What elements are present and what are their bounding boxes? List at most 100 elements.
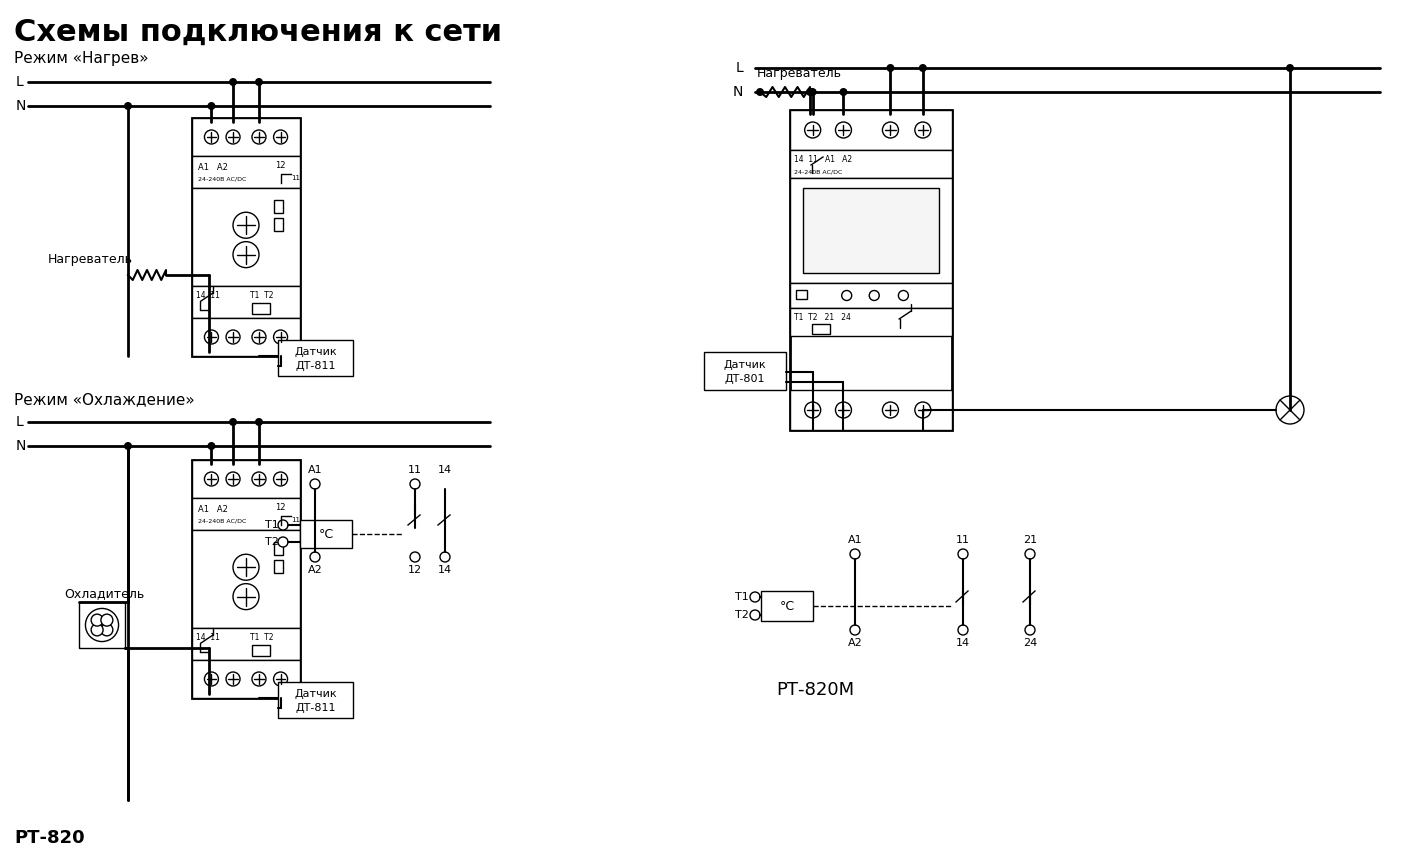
Text: ДТ-801: ДТ-801 <box>725 374 765 384</box>
Circle shape <box>251 130 266 144</box>
Circle shape <box>310 479 320 489</box>
Text: Нагреватель: Нагреватель <box>757 68 843 81</box>
Text: 14: 14 <box>438 565 453 575</box>
Text: Схемы подключения к сети: Схемы подключения к сети <box>14 17 503 46</box>
Text: РТ-820М: РТ-820М <box>775 681 854 699</box>
Bar <box>191 460 300 698</box>
Circle shape <box>204 672 218 686</box>
Text: РТ-820: РТ-820 <box>14 829 84 847</box>
Bar <box>274 542 283 555</box>
Bar <box>790 390 952 430</box>
Text: Режим «Нагрев»: Режим «Нагрев» <box>14 51 149 65</box>
Circle shape <box>91 614 103 626</box>
Circle shape <box>86 608 119 642</box>
Circle shape <box>274 330 287 344</box>
Circle shape <box>915 122 931 138</box>
Circle shape <box>226 472 240 486</box>
Circle shape <box>274 472 287 486</box>
Bar <box>79 602 126 648</box>
Circle shape <box>898 291 908 300</box>
Text: N: N <box>16 99 26 113</box>
Circle shape <box>1287 64 1294 72</box>
Bar <box>274 218 283 231</box>
Text: 11: 11 <box>408 465 423 475</box>
Circle shape <box>1025 625 1035 635</box>
Text: T1  T2: T1 T2 <box>250 633 274 643</box>
Circle shape <box>91 624 103 636</box>
Circle shape <box>805 88 814 96</box>
Circle shape <box>887 64 894 72</box>
Text: 24-240В АС/DC: 24-240В АС/DC <box>198 177 247 182</box>
Circle shape <box>274 672 287 686</box>
Text: Датчик: Датчик <box>294 347 337 357</box>
Circle shape <box>278 520 288 530</box>
Circle shape <box>841 291 851 300</box>
Text: 12: 12 <box>408 565 423 575</box>
Text: 11: 11 <box>955 535 970 545</box>
Bar <box>790 150 952 178</box>
Circle shape <box>226 130 240 144</box>
Circle shape <box>835 402 851 418</box>
Bar <box>191 660 300 698</box>
Circle shape <box>251 672 266 686</box>
Circle shape <box>883 122 898 138</box>
Bar <box>191 460 300 498</box>
Text: 12: 12 <box>276 503 286 511</box>
Circle shape <box>233 583 258 610</box>
Circle shape <box>101 624 113 636</box>
Text: Режим «Охлаждение»: Режим «Охлаждение» <box>14 392 194 408</box>
Text: A1: A1 <box>307 465 323 475</box>
Circle shape <box>958 625 968 635</box>
Bar <box>191 118 300 156</box>
Text: Нагреватель: Нагреватель <box>49 252 133 265</box>
Text: T1: T1 <box>735 592 748 602</box>
Text: N: N <box>733 85 743 99</box>
Circle shape <box>870 291 880 300</box>
Circle shape <box>233 242 258 268</box>
Circle shape <box>750 610 760 620</box>
Circle shape <box>750 592 760 602</box>
Text: ДТ-811: ДТ-811 <box>296 703 336 713</box>
Bar <box>274 200 283 213</box>
Circle shape <box>204 330 218 344</box>
Text: L: L <box>16 415 24 429</box>
Circle shape <box>755 88 764 96</box>
Bar <box>790 178 952 283</box>
Circle shape <box>204 472 218 486</box>
Circle shape <box>883 402 898 418</box>
Bar <box>253 303 270 314</box>
Text: 14: 14 <box>955 638 970 648</box>
Circle shape <box>440 552 450 562</box>
Text: 21: 21 <box>1022 535 1037 545</box>
Circle shape <box>1025 549 1035 559</box>
Text: T1  T2: T1 T2 <box>250 292 274 300</box>
Bar <box>191 498 300 530</box>
Text: Датчик: Датчик <box>294 689 337 699</box>
Circle shape <box>278 537 288 547</box>
Circle shape <box>310 552 320 562</box>
Circle shape <box>226 672 240 686</box>
Circle shape <box>256 78 263 86</box>
Bar <box>191 530 300 628</box>
Text: Датчик: Датчик <box>724 360 767 370</box>
Text: L: L <box>735 61 743 75</box>
Text: 24: 24 <box>1022 638 1037 648</box>
Text: 24-240В АС/DC: 24-240В АС/DC <box>794 170 843 174</box>
Circle shape <box>915 402 931 418</box>
Circle shape <box>850 625 860 635</box>
Text: 11: 11 <box>291 517 300 523</box>
Text: A1   A2: A1 A2 <box>198 162 228 172</box>
Text: °C: °C <box>318 528 334 541</box>
Bar <box>704 352 785 390</box>
Text: T2: T2 <box>735 610 748 620</box>
Text: Охладитель: Охладитель <box>64 588 144 601</box>
Text: A1: A1 <box>848 535 863 545</box>
Bar <box>278 340 353 376</box>
Circle shape <box>207 442 216 450</box>
Circle shape <box>918 64 927 72</box>
Circle shape <box>228 418 237 426</box>
Circle shape <box>805 402 821 418</box>
Circle shape <box>256 418 263 426</box>
Text: T1  T2   21   24: T1 T2 21 24 <box>794 313 851 323</box>
Text: 14: 14 <box>438 465 453 475</box>
